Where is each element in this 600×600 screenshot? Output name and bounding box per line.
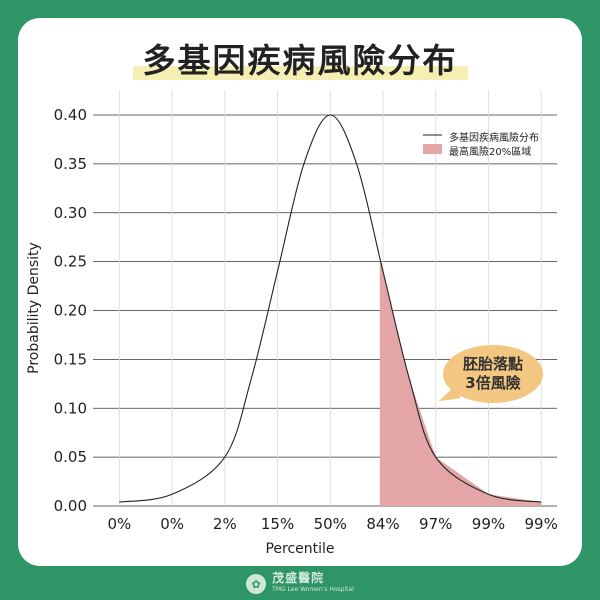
callout-line2: 3倍風險 (465, 374, 521, 392)
x-axis-label: Percentile (265, 541, 334, 557)
y-tick-label: 0.05 (54, 448, 87, 466)
x-tick-label: 0% (160, 515, 184, 533)
legend-area-swatch (423, 144, 442, 154)
y-tick-label: 0.30 (54, 204, 87, 222)
y-tick-label: 0.10 (54, 399, 87, 417)
x-tick-label: 2% (213, 515, 237, 533)
x-tick-label: 84% (366, 515, 399, 533)
hospital-logo-icon: ✿ (246, 574, 267, 594)
footer-subtitle: TMG Lee Women's Hospital (272, 586, 354, 593)
chart-title: 多基因疾病風險分布 (142, 41, 458, 80)
density-curve (119, 114, 542, 503)
footer-brand: 茂盛醫院 (272, 571, 325, 585)
footer: ✿ 茂盛醫院 TMG Lee Women's Hospital (0, 568, 600, 600)
x-tick-label: 0% (107, 515, 131, 533)
title-wrap: 多基因疾病風險分布 (0, 34, 600, 82)
legend-line-label: 多基因疾病風險分布 (449, 133, 539, 144)
gridlines (93, 90, 557, 507)
y-tick-label: 0.00 (54, 497, 87, 515)
callout-line1: 胚胎落點 (462, 355, 523, 373)
y-axis-label: Probability Density (26, 242, 42, 374)
y-tick-label: 0.25 (54, 253, 87, 271)
y-tick-labels: 0.00 0.05 0.10 0.15 0.20 0.25 0.30 0.35 0.40 (54, 106, 87, 515)
area-layer (379, 258, 542, 506)
x-tick-label: 99% (472, 515, 505, 533)
x-tick-label: 15% (261, 515, 294, 533)
risk-area (379, 258, 542, 506)
y-tick-label: 0.40 (54, 106, 87, 124)
x-tick-label: 97% (419, 515, 452, 533)
callout-bubble: 胚胎落點 3倍風險 (443, 345, 543, 403)
curve-layer (119, 114, 542, 503)
y-tick-label: 0.35 (54, 155, 87, 173)
y-tick-label: 0.15 (54, 350, 87, 368)
y-tick-label: 0.20 (54, 302, 87, 320)
footer-text: 茂盛醫院 TMG Lee Women's Hospital (272, 571, 354, 595)
x-tick-label: 99% (525, 515, 558, 533)
chart-card (18, 18, 582, 566)
legend-area-label: 最高風險20%區域 (449, 147, 532, 158)
x-tick-label: 50% (314, 515, 347, 533)
x-tick-labels: 0% 0% 2% 15% 50% 84% 97% 99% 99% (107, 515, 557, 533)
title-highlight: 多基因疾病風險分布 (132, 34, 468, 82)
